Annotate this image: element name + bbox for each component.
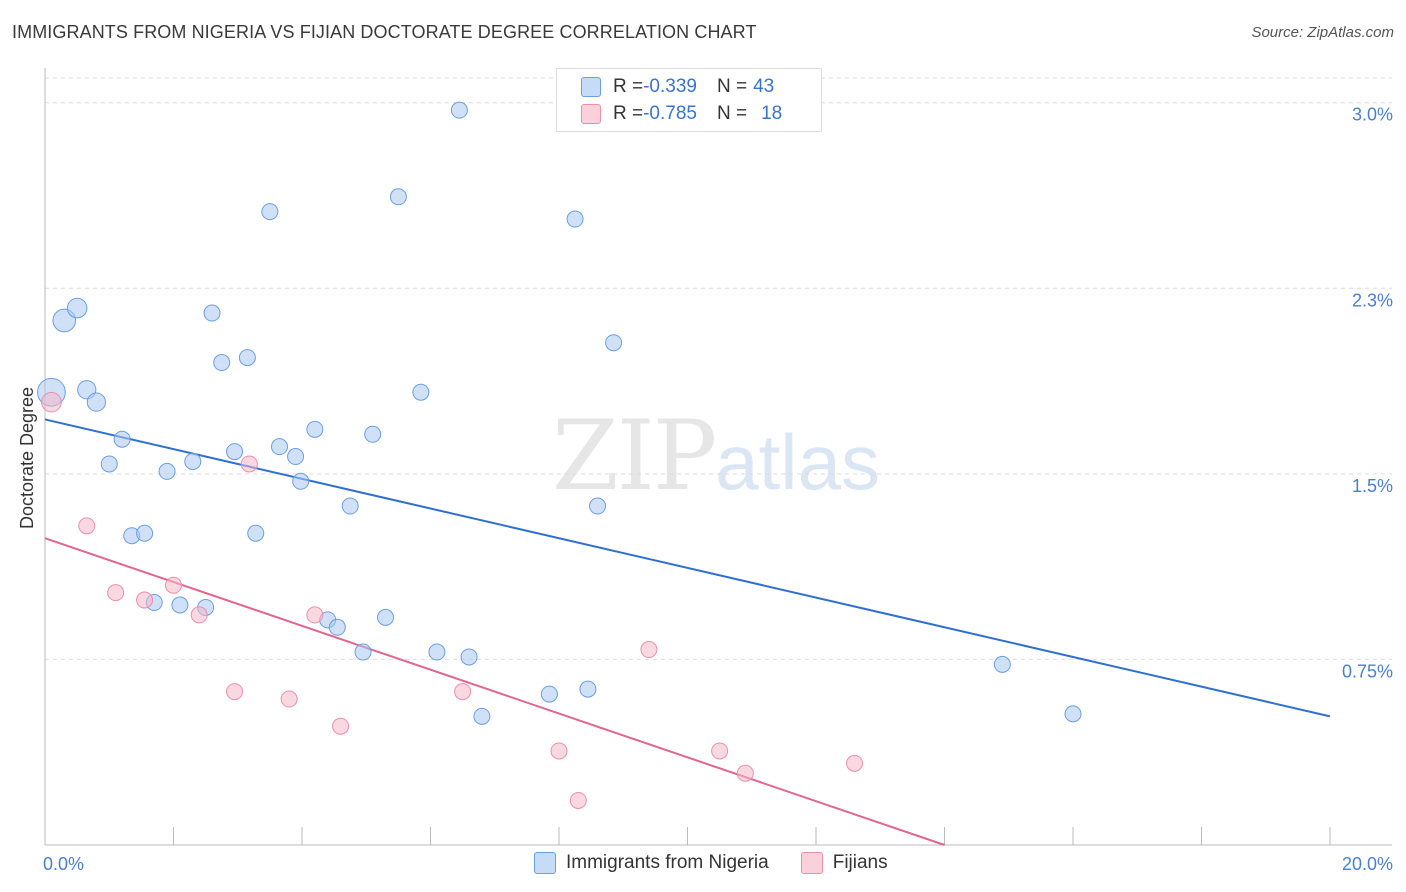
series-label-nigeria: Immigrants from Nigeria <box>566 852 769 873</box>
nigeria-point <box>389 188 407 206</box>
fijian-point <box>78 517 96 535</box>
nigeria-trend-line <box>44 418 1331 718</box>
x-tick-label: 20.0% <box>1342 854 1393 874</box>
nigeria-point <box>203 304 221 322</box>
series-legend-fijians: Fijians <box>800 852 888 874</box>
correlation-legend: R = -0.339 N = 43 R = -0.785 N = 18 <box>556 68 822 132</box>
nigeria-point <box>589 497 607 515</box>
legend-r-value: -0.339 <box>643 76 697 97</box>
fijian-point <box>41 391 62 413</box>
series-legend-nigeria: Immigrants from Nigeria <box>534 852 769 874</box>
nigeria-point <box>261 203 279 221</box>
nigeria-point <box>566 210 584 228</box>
fijian-point <box>240 455 258 473</box>
nigeria-point <box>605 334 623 352</box>
nigeria-point <box>540 685 558 703</box>
legend-n-label: N = <box>716 76 748 97</box>
chart-title: IMMIGRANTS FROM NIGERIA VS FIJIAN DOCTOR… <box>12 22 757 42</box>
nigeria-point <box>328 618 346 636</box>
legend-r-label: R = <box>613 103 644 124</box>
nigeria-point <box>450 101 468 119</box>
legend-n-value: 18 <box>761 103 783 124</box>
watermark-atlas: atlas <box>715 418 880 506</box>
nigeria-point <box>412 383 430 401</box>
y-axis-label: Doctorate Degree <box>17 387 37 529</box>
tick-labels: 0.75% 1.5% 2.3% 3.0% 0.0% 20.0% <box>43 105 1393 874</box>
nigeria-point <box>993 655 1011 673</box>
nigeria-point <box>292 472 310 490</box>
watermark: ZIPatlas <box>552 400 880 512</box>
y-tick-label: 0.75% <box>1342 661 1393 681</box>
nigeria-point <box>136 524 154 542</box>
nigeria-point <box>66 297 88 319</box>
fijian-point <box>711 742 729 760</box>
fijian-point <box>332 717 350 735</box>
fijian-point <box>280 690 298 708</box>
nigeria-point <box>377 608 395 626</box>
axes <box>44 68 1392 846</box>
fijian-point <box>190 606 208 624</box>
nigeria-point <box>1064 705 1082 723</box>
nigeria-point <box>86 392 107 412</box>
legend-swatch-fijians <box>581 104 601 124</box>
trend-lines <box>44 418 1331 846</box>
x-tick-label: 0.0% <box>43 854 84 874</box>
legend-n-label: N = <box>716 103 748 124</box>
y-tick-label: 2.3% <box>1352 290 1393 310</box>
y-tick-label: 3.0% <box>1352 105 1393 125</box>
y-tick-label: 1.5% <box>1352 476 1393 496</box>
data-points <box>37 101 1082 809</box>
nigeria-point <box>100 455 118 473</box>
nigeria-point <box>428 643 446 661</box>
fijian-point <box>846 754 864 772</box>
nigeria-point <box>460 648 478 666</box>
nigeria-point <box>579 680 597 698</box>
nigeria-point <box>247 524 265 542</box>
fijian-point <box>550 742 568 760</box>
nigeria-point <box>171 596 189 614</box>
fijian-point <box>136 591 154 609</box>
nigeria-point <box>238 349 256 367</box>
fijian-point <box>640 641 658 659</box>
nigeria-point <box>271 438 289 456</box>
nigeria-point <box>354 643 372 661</box>
fijian-point <box>736 764 754 782</box>
nigeria-point <box>226 443 244 461</box>
legend-row-nigeria: R = -0.339 N = 43 <box>581 75 774 99</box>
legend-row-fijians: R = -0.785 N = 18 <box>581 102 782 126</box>
series-swatch-nigeria <box>534 852 556 874</box>
fijian-point <box>569 791 587 809</box>
nigeria-point <box>473 707 491 725</box>
series-swatch-fijians <box>800 852 823 874</box>
nigeria-point <box>158 462 176 480</box>
nigeria-point <box>287 448 305 466</box>
legend-n-value: 43 <box>753 76 775 97</box>
nigeria-point <box>364 425 382 443</box>
nigeria-point <box>213 354 231 372</box>
series-legend: Immigrants from Nigeria Fijians <box>534 852 920 874</box>
fijian-point <box>165 576 182 594</box>
nigeria-point <box>113 430 131 448</box>
nigeria-point <box>341 497 359 515</box>
fijian-point <box>226 683 244 701</box>
nigeria-point <box>184 453 202 470</box>
legend-swatch-nigeria <box>581 77 601 97</box>
nigeria-point <box>306 420 324 438</box>
fijian-point <box>454 683 472 701</box>
grid-lines <box>45 77 1392 660</box>
chart-source: Source: ZipAtlas.com <box>1251 24 1394 41</box>
fijian-point <box>306 606 324 624</box>
series-label-fijians: Fijians <box>832 852 888 873</box>
watermark-zip: ZIP <box>552 400 717 512</box>
fijian-trend-line <box>44 537 945 846</box>
legend-r-label: R = <box>613 76 644 97</box>
legend-r-value: -0.785 <box>643 103 697 124</box>
fijian-point <box>107 584 125 602</box>
